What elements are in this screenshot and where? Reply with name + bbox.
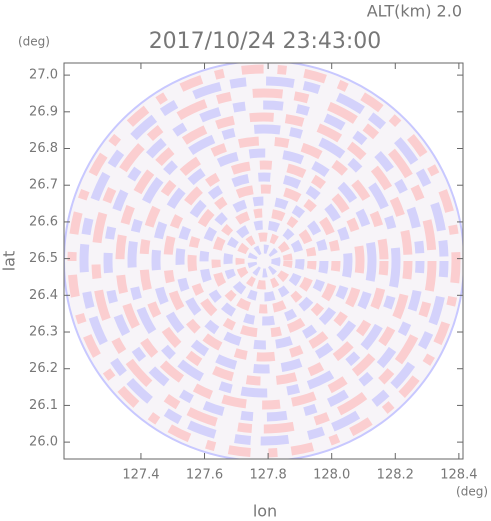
x-axis-label: lon bbox=[253, 502, 277, 521]
x-unit: (deg) bbox=[456, 485, 488, 499]
x-tick-label: 127.8 bbox=[250, 468, 287, 483]
y-tick-label: 26.3 bbox=[29, 325, 58, 340]
y-tick-label: 26.8 bbox=[29, 141, 58, 156]
y-tick-label: 26.4 bbox=[29, 288, 58, 303]
x-tick-label: 128.2 bbox=[377, 468, 414, 483]
x-tick-label: 128.0 bbox=[313, 468, 350, 483]
x-tick-label: 128.4 bbox=[440, 468, 477, 483]
y-unit: (deg) bbox=[18, 35, 50, 49]
chart-title: 2017/10/24 23:43:00 bbox=[149, 29, 382, 54]
y-tick-label: 27.0 bbox=[29, 68, 58, 83]
y-tick-label: 26.2 bbox=[29, 361, 58, 376]
y-tick-label: 26.7 bbox=[29, 178, 58, 193]
x-tick-label: 127.6 bbox=[186, 468, 223, 483]
subtitle: ALT(km) 2.0 bbox=[367, 2, 462, 21]
radar-field bbox=[64, 63, 463, 459]
y-axis-label: lat bbox=[0, 251, 19, 272]
y-tick-label: 26.9 bbox=[29, 104, 58, 119]
y-tick-label: 26.1 bbox=[29, 398, 58, 413]
y-tick-label: 26.6 bbox=[29, 214, 58, 229]
y-tick-label: 26.0 bbox=[29, 435, 58, 450]
plot-frame bbox=[63, 62, 464, 460]
y-tick-label: 26.5 bbox=[29, 251, 58, 266]
x-tick-label: 127.4 bbox=[122, 468, 159, 483]
